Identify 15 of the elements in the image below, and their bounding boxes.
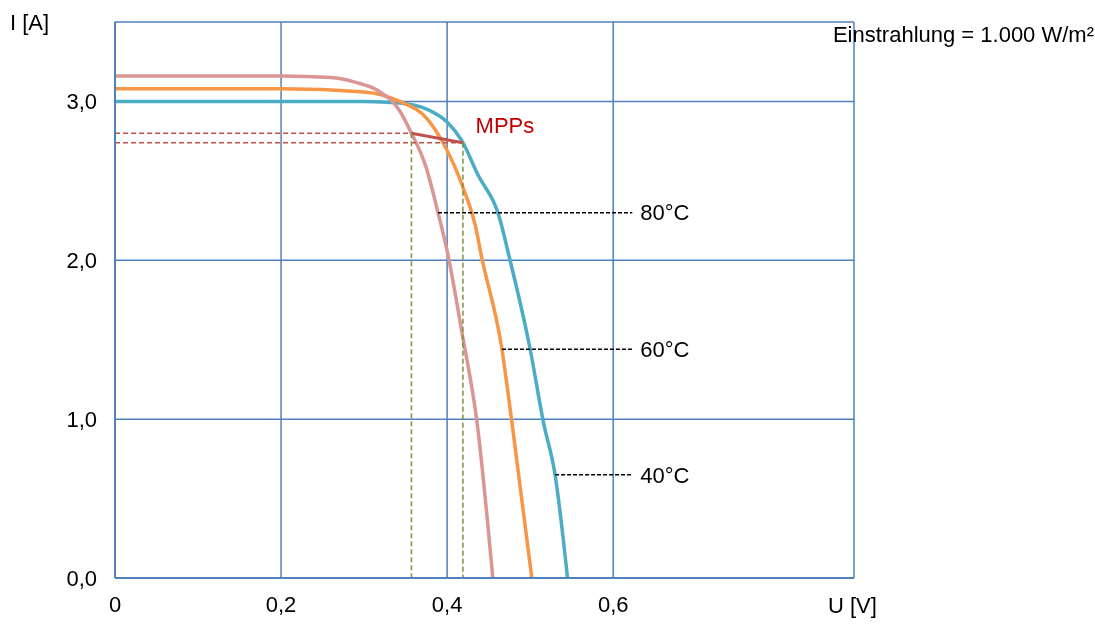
x-tick-label: 0 <box>108 591 122 617</box>
y-tick-label: 1,0 <box>66 406 97 432</box>
annotation: 40°C <box>640 462 690 488</box>
y-tick-label: 0,0 <box>66 565 97 591</box>
annotation: 80°C <box>640 200 690 226</box>
annotation: 60°C <box>640 337 690 363</box>
text: Einstrahlung = 1.000 W/m² <box>832 22 1094 48</box>
x-tick-label: 0,4 <box>431 591 463 617</box>
x-axis-title: U [V] <box>828 593 877 619</box>
y-tick-label: 2,0 <box>66 248 97 274</box>
y-tick-label: 3,0 <box>66 89 97 115</box>
annotation: MPPs <box>475 112 535 138</box>
x-tick-label: 0,2 <box>265 591 297 617</box>
y-axis-title: I [A] <box>10 10 50 36</box>
x-tick-label: 0,6 <box>597 591 629 617</box>
